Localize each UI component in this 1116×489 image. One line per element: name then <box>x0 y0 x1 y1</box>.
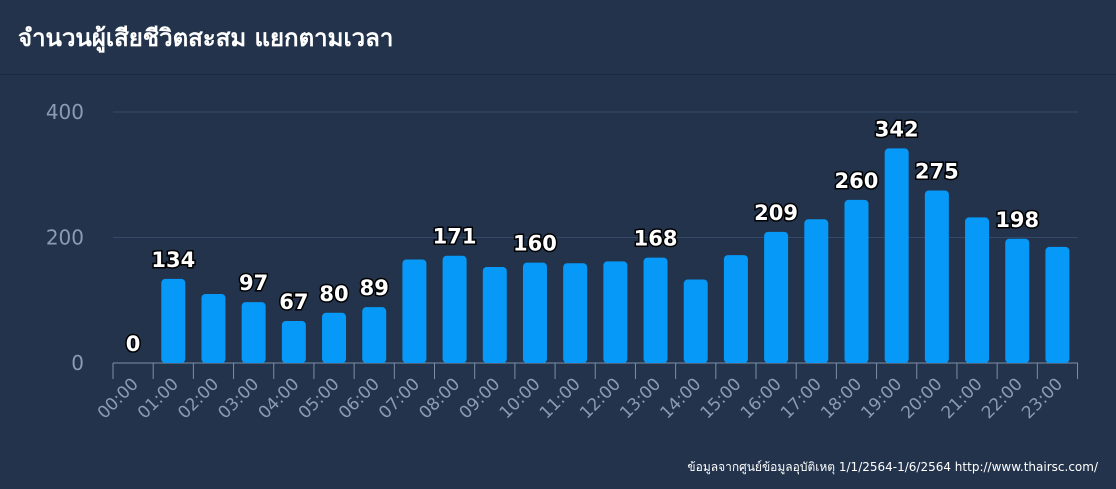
bar-23:00 <box>1045 246 1070 363</box>
data-label: 97 <box>239 271 268 295</box>
x-tick-label: 03:00 <box>214 374 263 423</box>
x-tick-label: 20:00 <box>898 374 947 423</box>
y-tick-label: 400 <box>46 100 84 124</box>
x-tick-label: 17:00 <box>777 374 826 423</box>
data-label: 89 <box>360 276 389 300</box>
bar-17:00 <box>804 219 829 363</box>
x-tick-label: 06:00 <box>335 374 384 423</box>
x-tick-label: 14:00 <box>656 374 705 423</box>
chart-area: 0 200 400 0 00:00 134 01:00 02:00 97 03:00 67 04:00… <box>0 76 1116 489</box>
bar-13:00 <box>643 257 668 363</box>
x-tick-label: 07:00 <box>375 374 424 423</box>
x-tick-label: 19:00 <box>857 374 906 423</box>
x-tick-label: 23:00 <box>1018 374 1067 423</box>
bar-15:00 <box>723 255 748 363</box>
bar-03:00 <box>241 302 266 363</box>
x-tick-label: 15:00 <box>697 374 746 423</box>
x-tick-label: 10:00 <box>496 374 545 423</box>
bar-22:00 <box>1005 238 1030 363</box>
data-label: 67 <box>279 290 308 314</box>
bar-06:00 <box>362 307 387 363</box>
x-tick-label: 05:00 <box>295 374 344 423</box>
data-label: 0 <box>126 332 141 356</box>
bar-21:00 <box>965 217 990 363</box>
data-label: 275 <box>915 159 959 183</box>
bar-04:00 <box>281 320 306 363</box>
bar-14:00 <box>683 279 708 363</box>
x-tick-label: 09:00 <box>456 374 505 423</box>
x-tick-label: 08:00 <box>415 374 464 423</box>
y-tick-label: 200 <box>46 226 84 250</box>
x-tick-label: 16:00 <box>737 374 786 423</box>
bar-10:00 <box>522 262 547 363</box>
data-label: 260 <box>835 169 879 193</box>
x-tick-label: 04:00 <box>255 374 304 423</box>
bar-11:00 <box>563 263 588 363</box>
x-tick-label: 00:00 <box>94 374 143 423</box>
data-label: 134 <box>151 248 195 272</box>
x-tick-label: 18:00 <box>817 374 866 423</box>
chart-title: จำนวนผู้เสียชีวิตสะสม แยกตามเวลา <box>18 23 394 52</box>
bar-05:00 <box>322 312 347 363</box>
x-tick-label: 11:00 <box>536 374 585 423</box>
bar-20:00 <box>924 190 949 363</box>
data-label: 198 <box>995 208 1039 232</box>
bar-16:00 <box>764 231 789 363</box>
data-label: 342 <box>875 117 919 141</box>
card-header: จำนวนผู้เสียชีวิตสะสม แยกตามเวลา <box>0 0 1116 75</box>
x-tick-label: 12:00 <box>576 374 625 423</box>
x-tick-label: 01:00 <box>134 374 183 423</box>
data-label: 160 <box>513 232 557 256</box>
bar-07:00 <box>402 259 427 363</box>
data-label: 209 <box>754 201 798 225</box>
source-note: ข้อมูลจากศูนย์ข้อมูลอุบัติเหตุ 1/1/2564-… <box>687 460 1098 474</box>
x-tick-label: 13:00 <box>616 374 665 423</box>
data-label: 171 <box>433 225 477 249</box>
y-tick-label: 0 <box>71 351 84 375</box>
bar-09:00 <box>482 266 507 363</box>
x-tick-label: 02:00 <box>174 374 223 423</box>
data-label: 168 <box>634 227 678 251</box>
bar-02:00 <box>201 293 226 363</box>
bar-08:00 <box>442 255 467 363</box>
bar-19:00 <box>884 148 909 363</box>
bar-12:00 <box>603 261 628 363</box>
data-label: 80 <box>319 282 348 306</box>
x-tick-label: 21:00 <box>938 374 987 423</box>
bar-18:00 <box>844 199 869 363</box>
bar-01:00 <box>161 278 186 363</box>
x-tick-label: 22:00 <box>978 374 1027 423</box>
